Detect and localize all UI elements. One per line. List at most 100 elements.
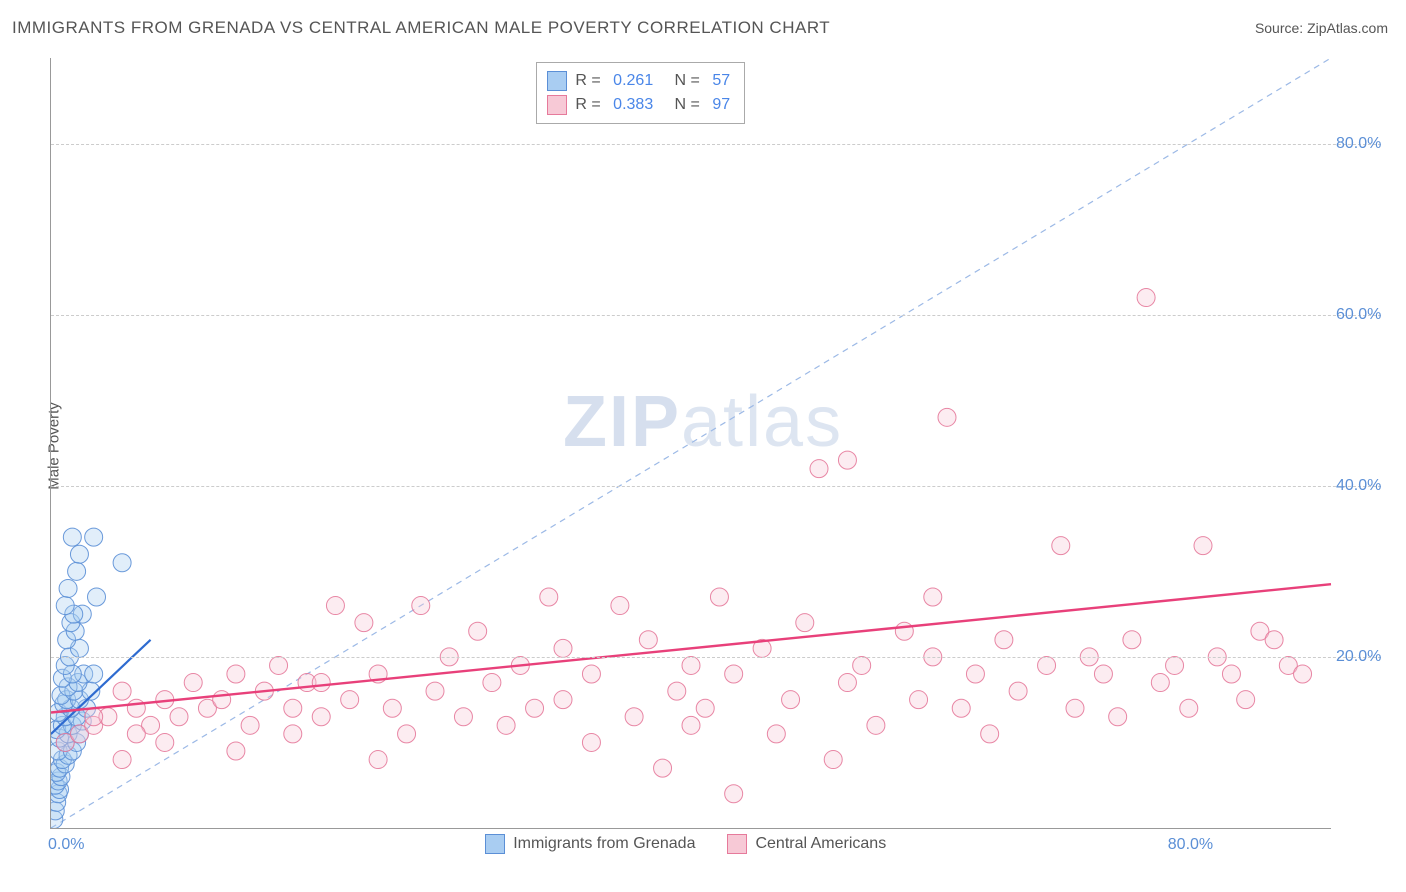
- legend-item-label: Central Americans: [755, 835, 886, 853]
- data-point: [284, 699, 302, 717]
- source-attribution: Source: ZipAtlas.com: [1255, 20, 1388, 36]
- data-point: [127, 725, 145, 743]
- reference-line: [51, 58, 1331, 828]
- legend-r-label: R =: [575, 93, 600, 117]
- y-tick-label: 80.0%: [1336, 135, 1391, 153]
- data-point: [454, 708, 472, 726]
- data-point: [1094, 665, 1112, 683]
- data-point: [85, 665, 103, 683]
- data-point: [710, 588, 728, 606]
- data-point: [156, 733, 174, 751]
- y-tick-label: 60.0%: [1336, 306, 1391, 324]
- legend-item: Immigrants from Grenada: [485, 834, 695, 854]
- data-point: [696, 699, 714, 717]
- data-point: [952, 699, 970, 717]
- data-point: [796, 614, 814, 632]
- data-point: [1009, 682, 1027, 700]
- data-point: [1151, 674, 1169, 692]
- data-point: [867, 716, 885, 734]
- legend-swatch: [547, 95, 567, 115]
- data-point: [981, 725, 999, 743]
- data-point: [895, 622, 913, 640]
- data-point: [582, 665, 600, 683]
- data-point: [1137, 289, 1155, 307]
- data-point: [682, 716, 700, 734]
- gridline: [51, 486, 1381, 487]
- data-point: [810, 460, 828, 478]
- data-point: [227, 742, 245, 760]
- chart-title: IMMIGRANTS FROM GRENADA VS CENTRAL AMERI…: [12, 18, 830, 38]
- data-point: [853, 656, 871, 674]
- legend-r-value: 0.261: [609, 69, 653, 93]
- data-point: [497, 716, 515, 734]
- data-point: [1265, 631, 1283, 649]
- data-point: [924, 588, 942, 606]
- legend-row: R = 0.383 N = 97: [547, 93, 730, 117]
- legend-r-value: 0.383: [609, 93, 653, 117]
- data-point: [1166, 656, 1184, 674]
- data-point: [767, 725, 785, 743]
- legend-swatch: [485, 834, 505, 854]
- chart-svg: [51, 58, 1391, 828]
- legend-r-label: R =: [575, 69, 600, 93]
- data-point: [1237, 691, 1255, 709]
- data-point: [312, 674, 330, 692]
- data-point: [1222, 665, 1240, 683]
- data-point: [1066, 699, 1084, 717]
- data-point: [668, 682, 686, 700]
- data-point: [782, 691, 800, 709]
- data-point: [213, 691, 231, 709]
- gridline: [51, 144, 1381, 145]
- data-point: [85, 708, 103, 726]
- data-point: [554, 691, 572, 709]
- data-point: [326, 597, 344, 615]
- data-point: [725, 785, 743, 803]
- data-point: [540, 588, 558, 606]
- x-tick-right: 80.0%: [1168, 836, 1213, 854]
- data-point: [1294, 665, 1312, 683]
- data-point: [355, 614, 373, 632]
- data-point: [70, 545, 88, 563]
- data-point: [725, 665, 743, 683]
- data-point: [85, 528, 103, 546]
- legend-item: Central Americans: [727, 834, 886, 854]
- source-label: Source:: [1255, 20, 1307, 36]
- data-point: [68, 562, 86, 580]
- data-point: [412, 597, 430, 615]
- x-tick-left: 0.0%: [48, 836, 84, 854]
- trend-line: [51, 584, 1331, 712]
- data-point: [910, 691, 928, 709]
- legend-n-value: 57: [708, 69, 730, 93]
- legend-n-label: N =: [661, 93, 700, 117]
- data-point: [483, 674, 501, 692]
- data-point: [469, 622, 487, 640]
- data-point: [113, 554, 131, 572]
- data-point: [184, 674, 202, 692]
- data-point: [838, 451, 856, 469]
- data-point: [59, 579, 77, 597]
- data-point: [838, 674, 856, 692]
- source-link[interactable]: ZipAtlas.com: [1307, 20, 1388, 36]
- data-point: [582, 733, 600, 751]
- data-point: [241, 716, 259, 734]
- data-point: [1052, 537, 1070, 555]
- data-point: [56, 597, 74, 615]
- data-point: [966, 665, 984, 683]
- data-point: [611, 597, 629, 615]
- data-point: [127, 699, 145, 717]
- data-point: [625, 708, 643, 726]
- data-point: [654, 759, 672, 777]
- data-point: [554, 639, 572, 657]
- legend-row: R = 0.261 N = 57: [547, 69, 730, 93]
- legend-swatch: [547, 71, 567, 91]
- data-point: [1194, 537, 1212, 555]
- data-point: [284, 725, 302, 743]
- data-point: [383, 699, 401, 717]
- data-point: [426, 682, 444, 700]
- data-point: [1123, 631, 1141, 649]
- legend-series: Immigrants from Grenada Central Americans: [485, 834, 886, 854]
- data-point: [682, 656, 700, 674]
- data-point: [312, 708, 330, 726]
- legend-n-value: 97: [708, 93, 730, 117]
- y-tick-label: 20.0%: [1336, 648, 1391, 666]
